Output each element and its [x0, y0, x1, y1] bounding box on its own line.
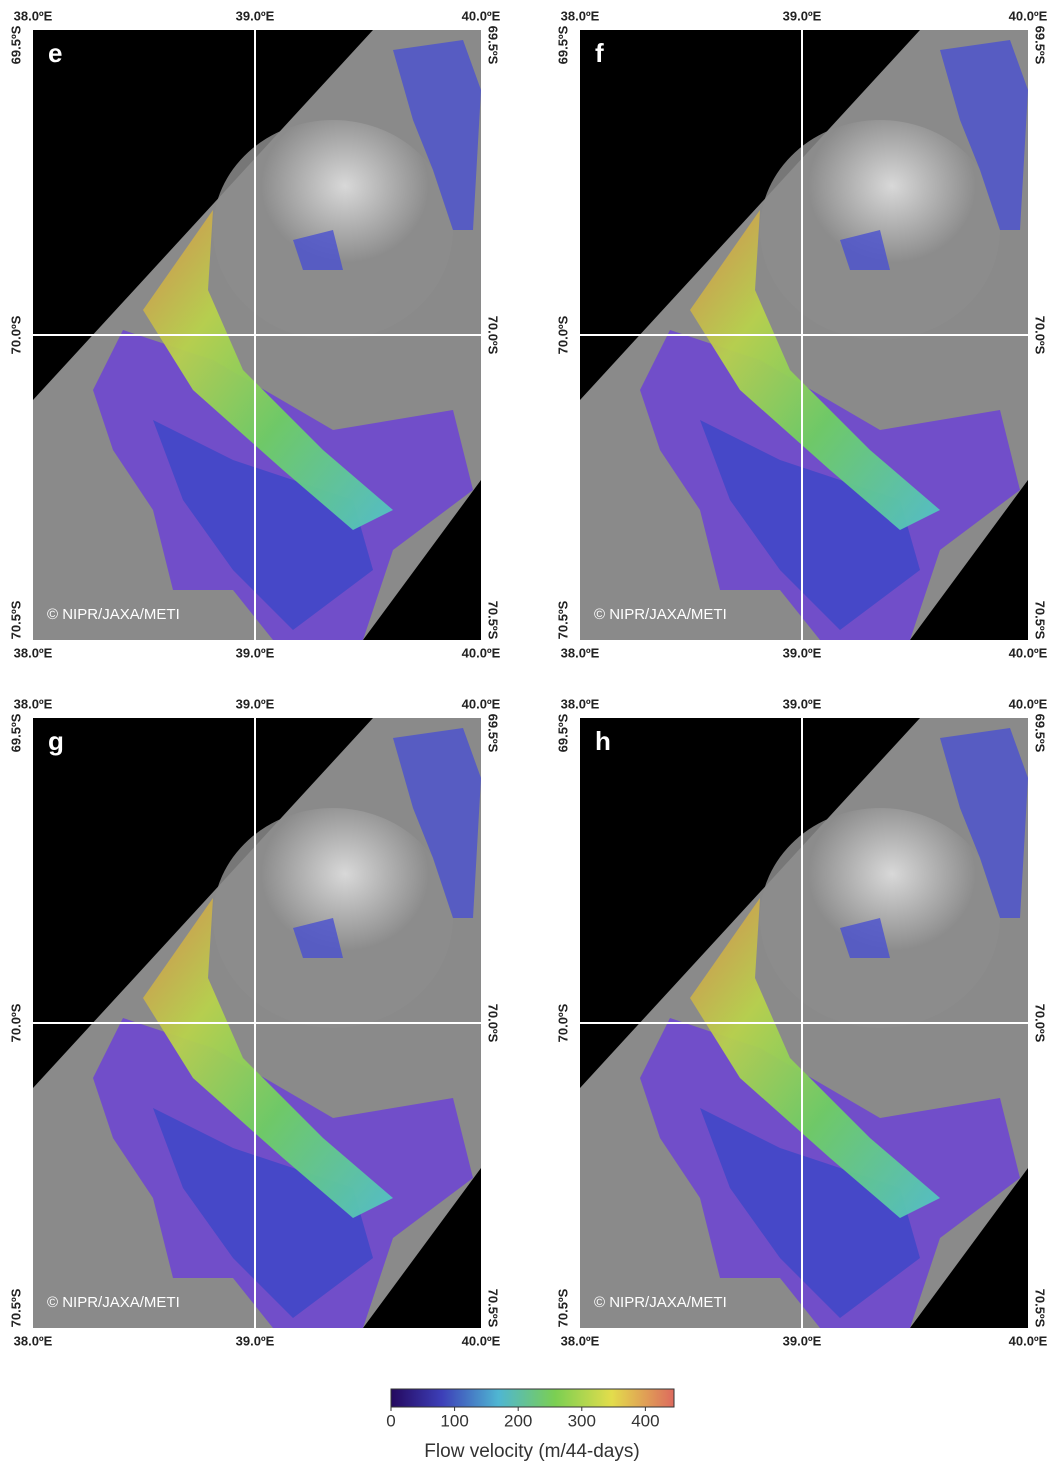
lon-label: 40.0ºE	[462, 8, 501, 23]
lat-label: 69.5ºS	[8, 713, 23, 752]
lon-label: 38.0ºE	[14, 645, 53, 660]
lon-label: 39.0ºE	[236, 696, 275, 711]
copyright: © NIPR/JAXA/METI	[594, 1294, 727, 1311]
lat-label: 70.0ºS	[486, 1004, 501, 1043]
colorbar-tick-label: 200	[504, 1411, 532, 1430]
lat-label: 69.5ºS	[486, 26, 501, 65]
lat-label: 70.0ºS	[555, 1003, 570, 1042]
lon-label: 38.0ºE	[14, 8, 53, 23]
lat-label: 70.0ºS	[1033, 1004, 1048, 1043]
lon-label: 38.0ºE	[561, 696, 600, 711]
lon-label: 40.0ºE	[1009, 645, 1048, 660]
lon-label: 39.0ºE	[236, 1333, 275, 1348]
lon-label: 39.0ºE	[783, 696, 822, 711]
lon-label: 39.0ºE	[783, 1333, 822, 1348]
lat-label: 69.5ºS	[1033, 714, 1048, 753]
lon-label: 40.0ºE	[1009, 1333, 1048, 1348]
lon-label: 39.0ºE	[783, 645, 822, 660]
lat-label: 70.5ºS	[555, 600, 570, 639]
lon-label: 40.0ºE	[1009, 696, 1048, 711]
colorbar-tick-label: 0	[386, 1411, 395, 1430]
lat-label: 70.5ºS	[486, 1289, 501, 1328]
lat-label: 70.5ºS	[8, 600, 23, 639]
lat-label: 70.5ºS	[1033, 601, 1048, 640]
lon-label: 39.0ºE	[236, 645, 275, 660]
copyright: © NIPR/JAXA/METI	[47, 606, 180, 623]
lat-label: 70.0ºS	[1033, 316, 1048, 355]
lon-label: 38.0ºE	[561, 1333, 600, 1348]
colorbar-tick-label: 400	[631, 1411, 659, 1430]
lon-label: 39.0ºE	[783, 8, 822, 23]
lat-label: 69.5ºS	[1033, 26, 1048, 65]
lon-label: 40.0ºE	[462, 1333, 501, 1348]
copyright: © NIPR/JAXA/METI	[47, 1294, 180, 1311]
lon-label: 38.0ºE	[14, 1333, 53, 1348]
panel-label: e	[48, 38, 62, 68]
lat-label: 70.0ºS	[8, 1003, 23, 1042]
copyright: © NIPR/JAXA/METI	[594, 606, 727, 623]
lon-label: 40.0ºE	[462, 645, 501, 660]
lat-label: 70.5ºS	[8, 1288, 23, 1327]
lat-label: 70.0ºS	[8, 315, 23, 354]
colorbar	[390, 1388, 675, 1408]
lat-label: 69.5ºS	[8, 25, 23, 64]
lat-label: 70.0ºS	[486, 316, 501, 355]
lon-label: 38.0ºE	[561, 645, 600, 660]
lat-label: 70.5ºS	[486, 601, 501, 640]
lat-label: 69.5ºS	[486, 714, 501, 753]
panel-label: f	[595, 38, 604, 68]
lon-label: 38.0ºE	[561, 8, 600, 23]
panel-label: h	[595, 726, 611, 756]
panel-label: g	[48, 726, 64, 756]
lon-label: 39.0ºE	[236, 8, 275, 23]
lat-label: 70.5ºS	[1033, 1289, 1048, 1328]
lon-label: 38.0ºE	[14, 696, 53, 711]
colorbar-tick-label: 100	[440, 1411, 468, 1430]
lon-label: 40.0ºE	[1009, 8, 1048, 23]
lat-label: 69.5ºS	[555, 713, 570, 752]
colorbar-label: Flow velocity (m/44-days)	[424, 1441, 639, 1462]
colorbar-tick-label: 300	[568, 1411, 596, 1430]
lat-label: 70.5ºS	[555, 1288, 570, 1327]
lat-label: 70.0ºS	[555, 315, 570, 354]
lon-label: 40.0ºE	[462, 696, 501, 711]
lat-label: 69.5ºS	[555, 25, 570, 64]
